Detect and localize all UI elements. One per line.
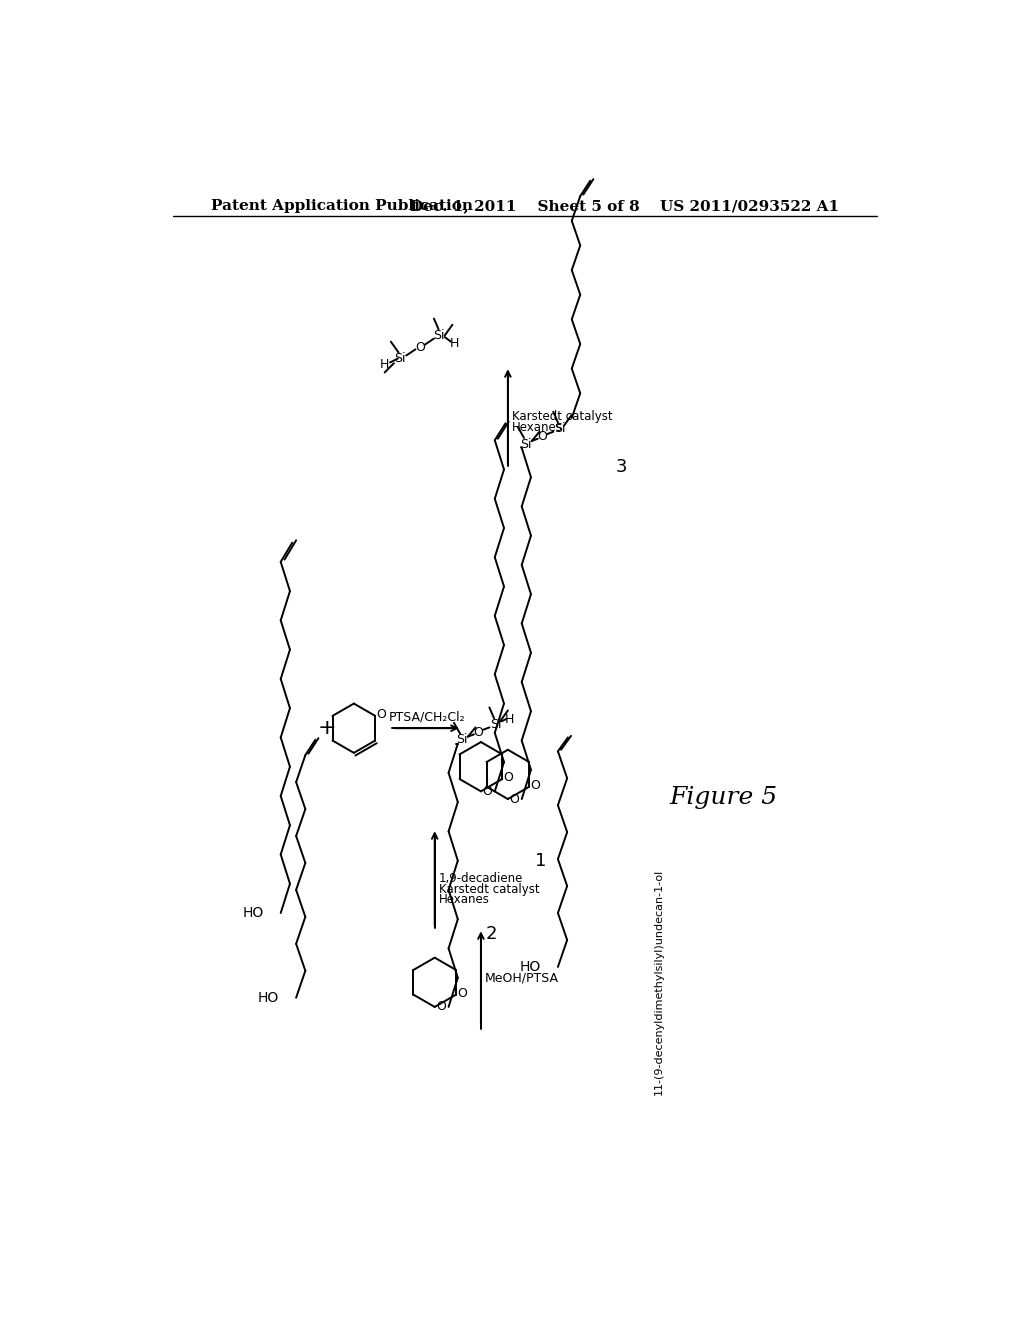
Text: Si: Si [489, 718, 502, 731]
Text: O: O [530, 779, 541, 792]
Text: +: + [317, 718, 336, 738]
Text: O: O [538, 430, 548, 444]
Text: O: O [377, 708, 386, 721]
Text: Karstedt catalyst: Karstedt catalyst [512, 409, 612, 422]
Text: HO: HO [243, 906, 264, 920]
Text: 1,9-decadiene: 1,9-decadiene [438, 871, 523, 884]
Text: H: H [505, 713, 514, 726]
Text: O: O [509, 792, 519, 805]
Text: Dec. 1, 2011    Sheet 5 of 8: Dec. 1, 2011 Sheet 5 of 8 [410, 199, 640, 213]
Text: 1: 1 [536, 851, 547, 870]
Text: Hexanes: Hexanes [438, 894, 489, 907]
Text: H: H [380, 358, 389, 371]
Text: Si: Si [520, 437, 531, 450]
Text: PTSA/CH₂Cl₂: PTSA/CH₂Cl₂ [389, 711, 465, 723]
Text: Hexanes: Hexanes [512, 421, 562, 434]
Text: Figure 5: Figure 5 [670, 785, 777, 809]
Text: 2: 2 [485, 925, 497, 942]
Text: O: O [436, 1001, 445, 1014]
Text: O: O [482, 785, 492, 797]
Text: Si: Si [394, 352, 406, 366]
Text: 11-(9-decenyldimethylsilyl)undecan-1-ol: 11-(9-decenyldimethylsilyl)undecan-1-ol [654, 869, 665, 1096]
Text: Si: Si [554, 422, 565, 436]
Text: 3: 3 [615, 458, 627, 477]
Text: US 2011/0293522 A1: US 2011/0293522 A1 [659, 199, 839, 213]
Text: HO: HO [258, 991, 280, 1005]
Text: Karstedt catalyst: Karstedt catalyst [438, 883, 540, 896]
Text: O: O [415, 341, 425, 354]
Text: Si: Si [456, 733, 467, 746]
Text: Patent Application Publication: Patent Application Publication [211, 199, 473, 213]
Text: HO: HO [520, 960, 541, 974]
Text: MeOH/PTSA: MeOH/PTSA [484, 972, 559, 985]
Text: Si: Si [433, 329, 444, 342]
Text: O: O [504, 771, 513, 784]
Text: O: O [458, 986, 467, 999]
Text: H: H [450, 337, 459, 350]
Text: O: O [474, 726, 483, 739]
